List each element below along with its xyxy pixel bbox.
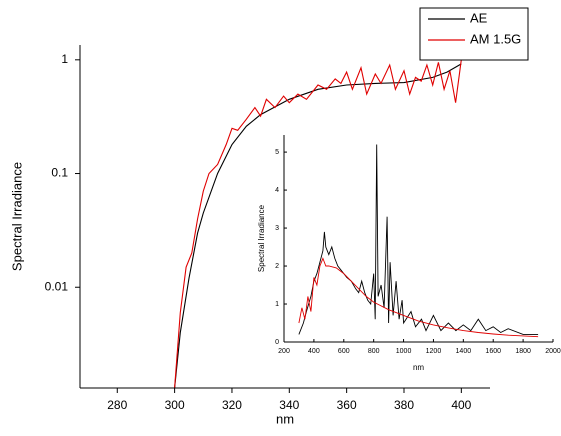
series-line [298, 144, 539, 335]
x-tick-label: 400 [308, 348, 320, 355]
series-line [298, 257, 539, 338]
x-tick-label: 1600 [485, 348, 501, 355]
x-tick-label: 1000 [396, 348, 412, 355]
x-tick-label: 1800 [515, 348, 531, 355]
x-tick-label: 360 [337, 398, 357, 412]
y-tick-label: 1 [275, 301, 279, 308]
x-tick-label: 800 [368, 348, 380, 355]
series-line [174, 59, 462, 389]
legend-box [419, 7, 529, 61]
x-tick-label: 300 [165, 398, 185, 412]
y-tick-label: 5 [275, 149, 279, 156]
y-tick-label: 1 [61, 52, 68, 66]
x-axis-title: nm [413, 363, 424, 372]
y-axis-title: Spectral Irradiance [257, 204, 266, 272]
x-tick-label: 1200 [426, 348, 442, 355]
legend-label: AM 1.5G [470, 31, 521, 46]
x-tick-label: 1400 [456, 348, 472, 355]
y-tick-label: 4 [275, 187, 279, 194]
inset-background [254, 130, 561, 377]
x-tick-label: 340 [279, 398, 299, 412]
y-tick-label: 0.01 [45, 279, 69, 293]
y-tick-label: 0.1 [51, 166, 68, 180]
x-axis-title: nm [276, 411, 294, 426]
y-tick-label: 0 [275, 339, 279, 346]
y-tick-label: 2 [275, 263, 279, 270]
x-tick-label: 200 [278, 348, 290, 355]
legend-label: AE [470, 10, 488, 25]
y-tick-label: 3 [275, 225, 279, 232]
x-tick-label: 2000 [545, 348, 561, 355]
x-tick-label: 380 [394, 398, 414, 412]
y-axis-title: Spectral Irradiance [9, 162, 24, 271]
x-tick-label: 280 [107, 398, 127, 412]
x-tick-label: 320 [222, 398, 242, 412]
x-tick-label: 600 [338, 348, 350, 355]
x-tick-label: 400 [451, 398, 471, 412]
